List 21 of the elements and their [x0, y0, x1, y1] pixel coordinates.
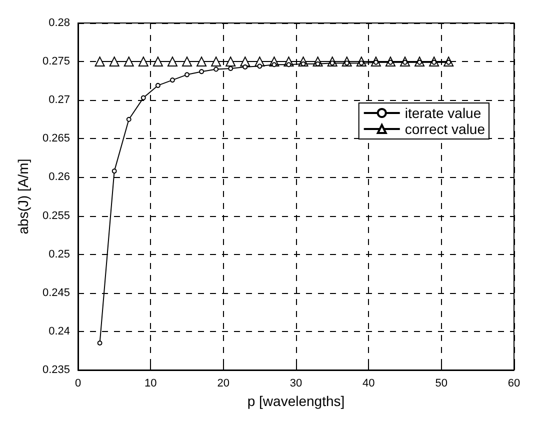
y-tick-label: 0.25: [48, 248, 70, 260]
x-tick-label: 20: [217, 378, 230, 390]
y-tick-label: 0.24: [48, 325, 70, 338]
x-tick-label: 0: [74, 378, 82, 390]
x-tick-label: 30: [290, 378, 302, 390]
y-tick-label: 0.28: [48, 17, 70, 29]
y-tick-label: 0.255: [42, 210, 70, 222]
x-tick-label: 50: [435, 378, 448, 390]
y-tick-label: 0.26: [48, 171, 70, 184]
x-tick-label: 40: [362, 378, 375, 390]
legend-label: iterate value: [404, 105, 482, 121]
y-tick-label: 0.275: [42, 56, 70, 68]
y-axis-title: abs(J) [A/m]: [15, 158, 31, 234]
y-tick-label: 0.245: [42, 286, 70, 299]
y-tick-label: 0.27: [48, 94, 70, 106]
x-axis-title: p [wavelengths]: [247, 392, 345, 409]
x-tick-label: 10: [144, 378, 157, 390]
y-tick-label: 0.235: [42, 364, 70, 376]
legend-label: correct value: [404, 121, 486, 137]
y-tick-label: 0.265: [42, 132, 70, 145]
x-tick-label: 60: [508, 378, 520, 390]
